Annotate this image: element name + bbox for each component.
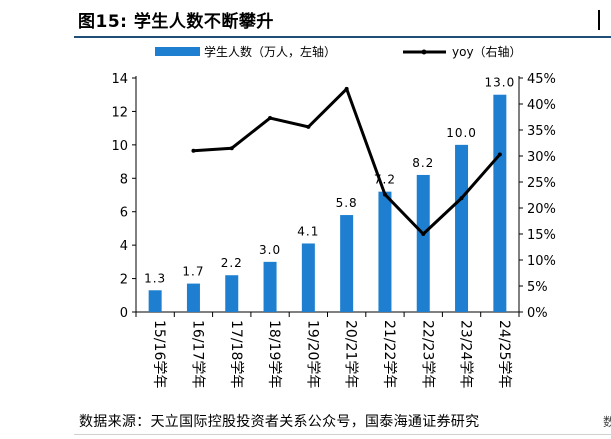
category-label-text: 17/18学年 bbox=[228, 320, 244, 388]
category-label-text: 18/19学年 bbox=[266, 320, 282, 388]
bottom-rule bbox=[74, 434, 611, 435]
right-tick-label: 35% bbox=[527, 124, 556, 139]
category-label-text: 21/22学年 bbox=[381, 320, 397, 388]
legend-line-marker bbox=[421, 49, 427, 55]
bar-value-label: 5.8 bbox=[336, 196, 358, 210]
bar bbox=[416, 174, 430, 312]
right-tick-label: 10% bbox=[527, 254, 556, 269]
left-tick-label: 14 bbox=[111, 72, 128, 87]
bar bbox=[378, 191, 392, 312]
bar-value-label: 1.7 bbox=[182, 265, 204, 279]
category-label: 20/21学年 bbox=[343, 320, 359, 388]
legend: 学生人数（万人，左轴） yoy（右轴） bbox=[155, 44, 522, 59]
edge-rule bbox=[598, 10, 600, 30]
legend-bar-swatch bbox=[155, 47, 200, 56]
edge-text: 数 bbox=[603, 415, 611, 429]
yoy-line bbox=[193, 87, 501, 236]
bar bbox=[263, 261, 277, 312]
left-tick-label: 2 bbox=[120, 273, 128, 288]
bar bbox=[225, 275, 239, 312]
bar bbox=[455, 144, 469, 312]
bar bbox=[493, 94, 507, 312]
legend-line-text: yoy（右轴） bbox=[452, 44, 522, 59]
left-tick-label: 10 bbox=[111, 139, 128, 154]
category-label-text: 19/20学年 bbox=[304, 320, 320, 388]
bar-value-label: 1.3 bbox=[144, 271, 166, 285]
right-tick-label: 30% bbox=[527, 150, 556, 165]
yoy-point bbox=[497, 152, 502, 157]
bars bbox=[148, 94, 507, 312]
category-label-text: 23/24学年 bbox=[458, 320, 474, 388]
category-labels: 15/16学年 16/17学年 17/18学年 18/19学年 19/20学年 20/21… bbox=[151, 320, 512, 388]
bar-value-label: 8.2 bbox=[412, 156, 434, 170]
right-tick-label: 20% bbox=[527, 202, 556, 217]
left-tick-label: 6 bbox=[120, 206, 128, 221]
yoy-point bbox=[268, 116, 273, 121]
category-label-text: 15/16学年 bbox=[151, 320, 167, 388]
yoy-point bbox=[382, 192, 387, 197]
bar bbox=[301, 243, 315, 312]
category-label-text: 24/25学年 bbox=[496, 320, 512, 388]
category-label: 24/25学年 bbox=[496, 320, 512, 388]
bar bbox=[186, 283, 200, 312]
axes: 0 2 4 6 8 10 12 14 0% 5% 10% 15% 20% 25% 30% 35% 40% 45% bbox=[111, 72, 555, 321]
right-tick-label: 0% bbox=[527, 306, 548, 321]
yoy-point bbox=[306, 124, 311, 129]
title-rule bbox=[74, 36, 611, 38]
category-label: 22/23学年 bbox=[419, 320, 435, 388]
left-tick-label: 0 bbox=[120, 306, 128, 321]
category-label: 16/17学年 bbox=[189, 320, 205, 388]
line-series bbox=[191, 86, 502, 236]
source-note: 数据来源：天立国际控股投资者关系公众号，国泰海通证券研究 bbox=[79, 414, 480, 430]
yoy-point bbox=[229, 146, 234, 151]
category-label-text: 22/23学年 bbox=[419, 320, 435, 388]
bar-value-label: 3.0 bbox=[259, 243, 281, 257]
left-tick-label: 12 bbox=[111, 105, 128, 120]
legend-bar-text: 学生人数（万人，左轴） bbox=[204, 44, 336, 59]
category-label: 21/22学年 bbox=[381, 320, 397, 388]
right-tick-label: 45% bbox=[527, 72, 556, 87]
yoy-point bbox=[421, 232, 426, 236]
category-label: 23/24学年 bbox=[458, 320, 474, 388]
category-label-text: 20/21学年 bbox=[343, 320, 359, 388]
yoy-point bbox=[191, 148, 196, 153]
figure-title: 图15: 学生人数不断攀升 bbox=[78, 12, 274, 32]
bar bbox=[148, 290, 162, 312]
category-label: 17/18学年 bbox=[228, 320, 244, 388]
bar-value-label: 10.0 bbox=[446, 126, 477, 140]
category-label-text: 16/17学年 bbox=[189, 320, 205, 388]
category-label: 15/16学年 bbox=[151, 320, 167, 388]
left-tick-label: 4 bbox=[120, 239, 128, 254]
yoy-point bbox=[344, 86, 349, 91]
category-label: 19/20学年 bbox=[304, 320, 320, 388]
right-tick-label: 15% bbox=[527, 228, 556, 243]
right-tick-label: 25% bbox=[527, 176, 556, 191]
bar-labels: 1.3 1.72.23.04.15.87.28.210.013.0 bbox=[144, 76, 515, 286]
bar-value-label: 4.1 bbox=[297, 224, 319, 238]
bar-value-label: 2.2 bbox=[221, 256, 243, 270]
bar-value-label: 13.0 bbox=[484, 76, 515, 90]
bar bbox=[340, 215, 354, 312]
category-label: 18/19学年 bbox=[266, 320, 282, 388]
right-tick-label: 5% bbox=[527, 280, 548, 295]
left-tick-label: 8 bbox=[120, 172, 128, 187]
yoy-point bbox=[459, 196, 464, 201]
right-tick-label: 40% bbox=[527, 98, 556, 113]
